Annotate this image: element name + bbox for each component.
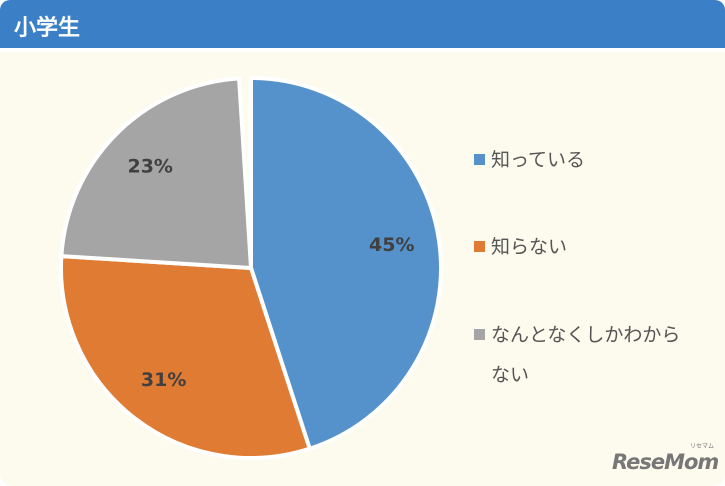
legend-label: 知っている [491, 149, 586, 171]
legend-label: 知らない [491, 236, 568, 258]
legend-swatch [474, 241, 485, 252]
watermark-small: リセマム [690, 443, 715, 450]
legend-item: 知っている [474, 140, 699, 180]
pie-slice [249, 75, 443, 452]
legend-item: なんとなくしかわからない [474, 315, 699, 395]
header-bar: 小学生 [0, 0, 725, 48]
data-label: 31% [141, 369, 186, 391]
legend-swatch [474, 329, 485, 340]
legend-label: なんとなくしかわからない [491, 324, 681, 386]
watermark: ReseMom [612, 450, 719, 474]
pie-slice [59, 76, 254, 271]
legend-item: 知らない [474, 227, 699, 267]
data-label: 23% [127, 156, 172, 178]
legend-swatch [474, 154, 485, 165]
chart-title: 小学生 [14, 16, 81, 41]
data-label: 45% [369, 234, 414, 256]
pie-slice [59, 253, 313, 460]
